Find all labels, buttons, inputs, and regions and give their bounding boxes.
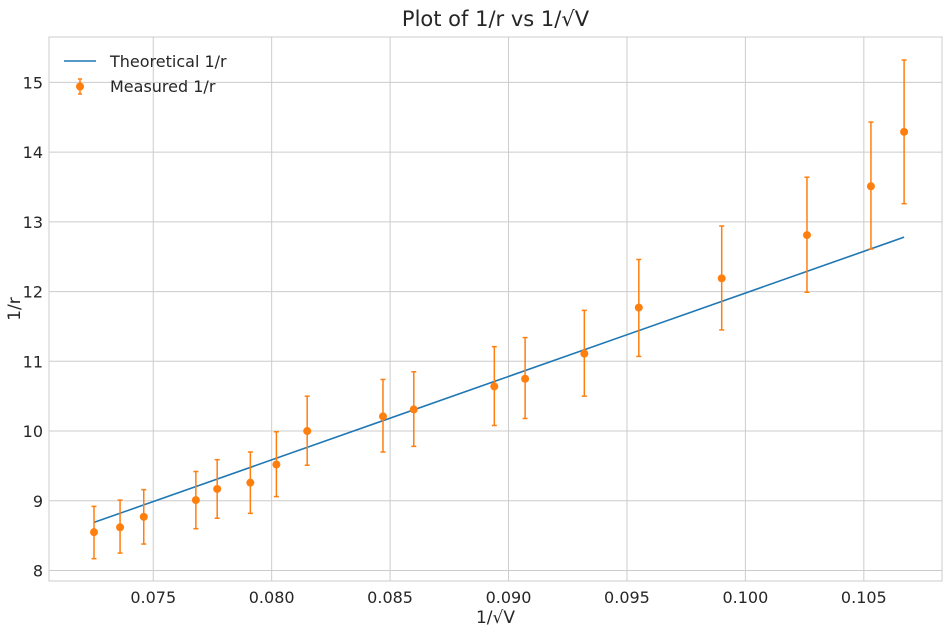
measured-point	[139, 512, 148, 521]
y-tick-label: 13	[23, 213, 43, 232]
legend-label-measured: Measured 1/r	[110, 77, 216, 96]
measured-point	[717, 274, 726, 283]
measured-point	[191, 496, 200, 505]
measured-point	[490, 382, 499, 391]
tick-labels: 0.075 0.080 0.085 0.090 0.095 0.100 0.105 8 9 10 1…	[23, 73, 887, 607]
measured-point	[866, 182, 875, 191]
y-tick-label: 15	[23, 73, 43, 92]
measured-point	[90, 528, 99, 537]
measured-point	[246, 478, 255, 487]
measured-point	[409, 405, 418, 414]
x-tick-label: 0.085	[367, 588, 413, 607]
x-tick-label: 0.080	[249, 588, 295, 607]
y-tick-label: 10	[23, 422, 43, 441]
measured-point	[580, 349, 589, 358]
measured-point	[521, 374, 530, 383]
legend: Theoretical 1/r Measured 1/r	[64, 52, 227, 96]
measured-point	[213, 484, 222, 493]
x-tick-label: 0.105	[841, 588, 887, 607]
theoretical-line	[93, 236, 905, 524]
measured-point	[303, 427, 312, 436]
measured-point	[272, 460, 281, 469]
measured-point	[900, 127, 909, 136]
x-tick-label: 0.090	[486, 588, 532, 607]
y-axis-label: 1/r	[5, 297, 25, 321]
y-tick-label: 8	[33, 562, 43, 581]
measured-point	[802, 231, 811, 240]
plot-area	[48, 36, 943, 582]
grid	[49, 37, 942, 581]
x-tick-label: 0.100	[722, 588, 768, 607]
chart-title: Plot of 1/r vs 1/√V	[402, 7, 590, 31]
measured-point	[378, 412, 387, 421]
y-tick-label: 11	[23, 352, 43, 371]
y-tick-label: 9	[33, 492, 43, 511]
y-tick-label: 12	[23, 283, 43, 302]
x-tick-label: 0.075	[130, 588, 176, 607]
y-tick-label: 14	[23, 143, 43, 162]
measured-point	[116, 523, 125, 532]
x-axis-label: 1/√V	[476, 608, 515, 628]
legend-marker-swatch	[76, 82, 84, 91]
legend-label-theoretical: Theoretical 1/r	[109, 52, 227, 71]
series-layer	[90, 59, 909, 560]
measured-point	[634, 303, 643, 312]
x-tick-label: 0.095	[604, 588, 650, 607]
